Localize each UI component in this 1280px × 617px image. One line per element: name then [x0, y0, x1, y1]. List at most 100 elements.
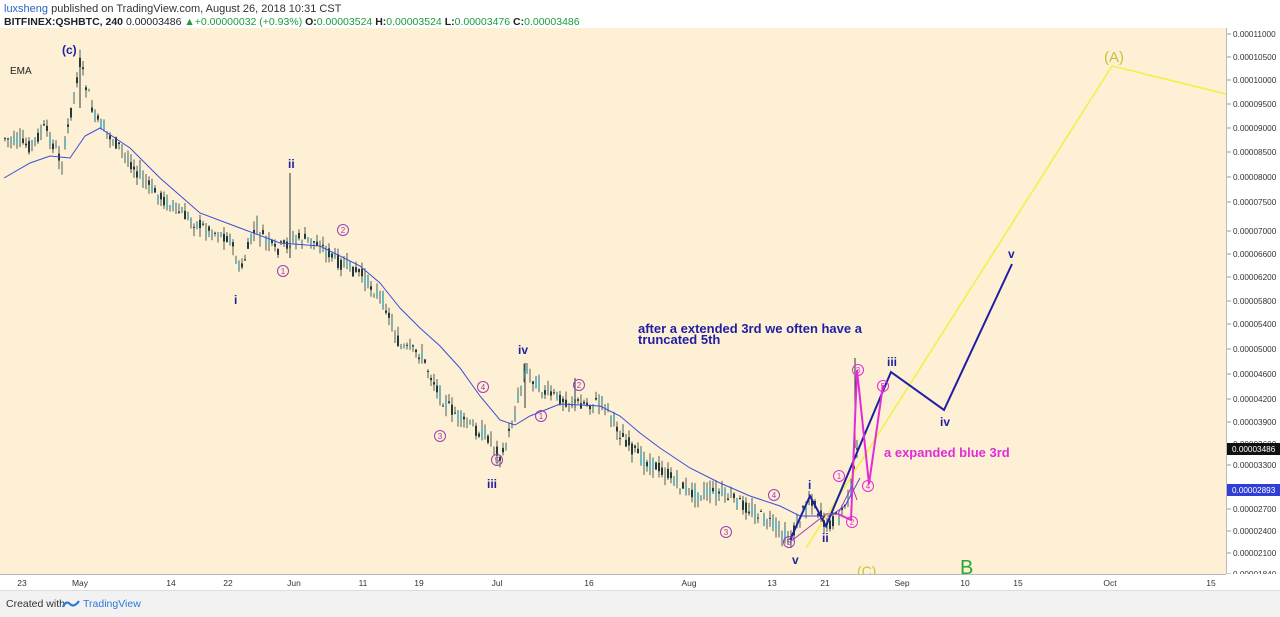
circled-wave-marker	[877, 380, 889, 392]
candle-body	[466, 424, 468, 426]
candle-body	[538, 378, 540, 390]
time-tick-label: 11	[359, 578, 368, 588]
time-axis[interactable]: 23 May 14 22 Jun 11 19 Jul 16 Aug 13 21 Sep 10 15 Oct 15	[0, 574, 1226, 591]
candle-body	[310, 238, 312, 245]
candle-body	[412, 345, 414, 347]
ema-indicator-label[interactable]: EMA	[10, 66, 32, 77]
candle-body	[787, 538, 789, 543]
candle-body	[643, 458, 645, 467]
price-tick-label: 0.00001840	[1233, 570, 1277, 574]
price-tick-label: 0.00002400	[1233, 527, 1277, 536]
candle-body	[589, 405, 591, 410]
candle-body	[448, 401, 450, 403]
close-label: C:	[513, 16, 525, 28]
candle-body	[520, 386, 522, 389]
candle-body	[655, 462, 657, 470]
candle-body	[280, 241, 282, 243]
candle-body	[13, 135, 15, 144]
candle-body	[100, 120, 102, 130]
candle-body	[715, 488, 717, 499]
high-value: 0.00003524	[386, 16, 442, 28]
published-text: published on TradingView.com, August 26,…	[51, 3, 342, 15]
circled-wave-marker	[277, 265, 289, 277]
candle-body	[670, 472, 672, 479]
expanded-note: a expanded blue 3rd	[884, 445, 1010, 460]
candle-body	[355, 267, 357, 272]
circled-wave-marker	[768, 489, 780, 501]
candle-body	[475, 425, 477, 436]
wave-label-i-2: i	[808, 478, 811, 492]
candle-body	[172, 203, 174, 207]
tradingview-logo-icon[interactable]	[61, 597, 80, 615]
circled-wave-marker	[477, 381, 489, 393]
tradingview-link[interactable]: TradingView	[83, 598, 141, 610]
price-badge-bg	[1227, 443, 1280, 455]
candle-body	[322, 244, 324, 246]
candle-body	[439, 386, 441, 400]
candle-body	[856, 448, 858, 450]
candle-body	[169, 205, 171, 211]
magenta-subwave	[837, 369, 884, 522]
price-tick-label: 0.00010500	[1233, 53, 1277, 62]
candle-body	[91, 107, 93, 112]
wave-label-iv-1: iv	[518, 343, 528, 357]
candle-body	[190, 219, 192, 223]
candle-body	[661, 467, 663, 475]
candle-body	[805, 506, 807, 512]
candle-body	[586, 402, 588, 406]
candlestick-series	[4, 49, 858, 549]
candle-body	[559, 394, 561, 405]
candle-body	[151, 184, 153, 192]
candle-body	[187, 214, 189, 219]
low-value: 0.00003476	[454, 16, 511, 28]
circled-wave-marker	[535, 410, 547, 422]
ema-line	[3, 127, 861, 517]
analysis-note-line2: truncated 5th	[638, 332, 720, 347]
price-tick-label: 0.00005000	[1233, 345, 1277, 354]
candle-body	[772, 518, 774, 528]
candle-body	[337, 254, 339, 268]
chart-canvas[interactable]: 1 2 3 4 5 1 2 3 4 5 1 2 3 4 5 (c) ii i iv iii v i ii i…	[0, 28, 1227, 579]
candle-body	[679, 488, 681, 491]
symbol-name[interactable]: BITFINEX:QSHBTC, 240	[4, 16, 124, 28]
wave-label-iv-2: iv	[940, 415, 950, 429]
candle-body	[316, 241, 318, 246]
candle-body	[229, 235, 231, 244]
candle-body	[757, 517, 759, 519]
author-link[interactable]: luxsheng	[4, 3, 49, 15]
candle-body	[568, 403, 570, 405]
candle-body	[331, 253, 333, 258]
candle-body	[760, 510, 762, 512]
candle-body	[619, 437, 621, 439]
candle-body	[403, 345, 405, 348]
candle-body	[472, 424, 474, 427]
circled-wave-number: 4	[481, 383, 486, 392]
candle-body	[394, 336, 396, 338]
candle-body	[484, 429, 486, 434]
circled-wave-marker	[434, 430, 446, 442]
candle-body	[7, 138, 9, 140]
price-axis[interactable]: 0.00011000 0.00010500 0.00010000 0.00009500…	[1226, 28, 1280, 579]
candle-body	[118, 142, 120, 145]
time-tick-label: 15	[1013, 578, 1023, 588]
candle-body	[745, 502, 747, 513]
time-tick-label: 22	[223, 578, 233, 588]
candle-body	[166, 197, 168, 207]
last-price: 0.00003486	[125, 16, 182, 28]
price-change: +0.00000032 (+0.93%)	[194, 16, 303, 28]
candle-body	[562, 398, 564, 403]
chart-pane[interactable]: 1 2 3 4 5 1 2 3 4 5 1 2 3 4 5 (c) ii i iv iii v i ii i…	[0, 28, 1227, 579]
candle-body	[307, 237, 309, 239]
candle-body	[640, 452, 642, 464]
candle-body	[94, 111, 96, 118]
circled-wave-marker	[337, 224, 349, 236]
candle-body	[205, 230, 207, 235]
candle-body	[277, 248, 279, 255]
created-with-text: Created with	[6, 598, 65, 610]
price-tick-label: 0.00004600	[1233, 370, 1277, 379]
candle-body	[391, 321, 393, 325]
time-tick-label: 10	[960, 578, 970, 588]
wave-label-C: (C)	[857, 563, 876, 574]
price-tick-label: 0.00008500	[1233, 148, 1277, 157]
candle-body	[724, 488, 726, 496]
